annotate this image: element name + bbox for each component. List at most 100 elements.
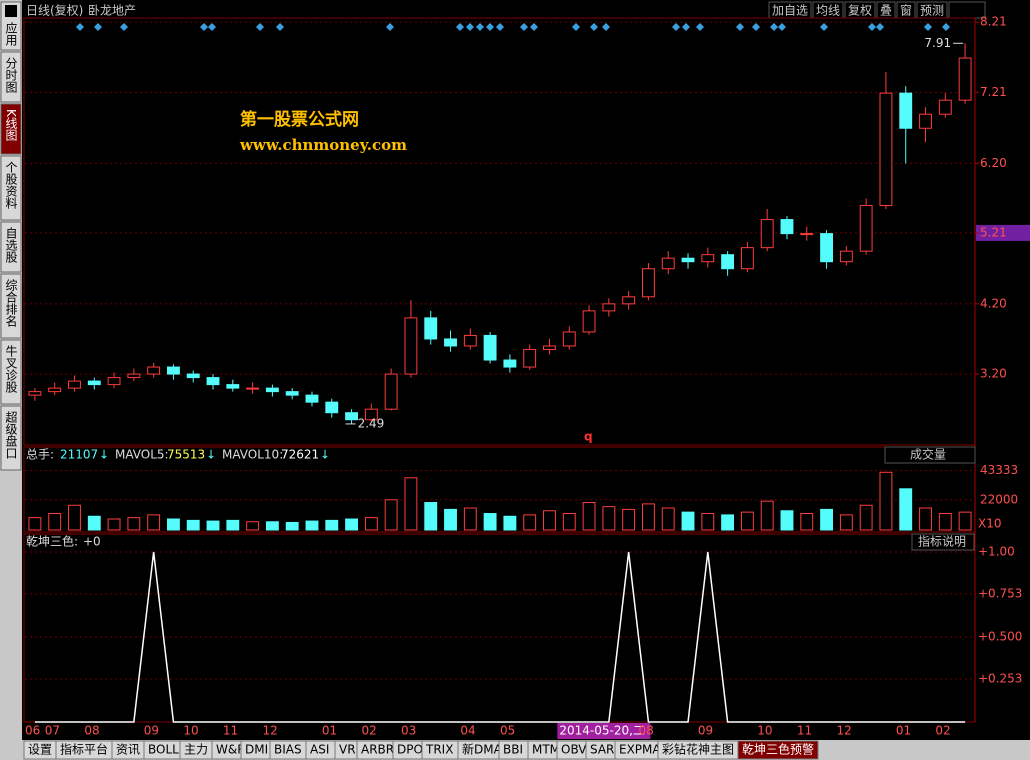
x-tick-label: 05 <box>500 724 515 738</box>
candle-body <box>68 380 81 389</box>
y-tick-label: +0.253 <box>978 671 1022 685</box>
x-tick-label: 09 <box>144 724 159 738</box>
indicator-value: +0 <box>83 535 101 549</box>
volume-bar <box>305 520 319 531</box>
annotation: q <box>584 430 593 444</box>
signal-diamond <box>868 23 876 31</box>
legend-arrow: ↓ <box>206 448 216 462</box>
candle-body <box>740 247 754 270</box>
candle-body <box>938 99 952 115</box>
tab-label: SAR <box>590 743 614 757</box>
candle-body <box>265 387 279 393</box>
candle-body <box>780 219 794 235</box>
tab-label: 彩钻花神主图 <box>662 742 734 757</box>
volume-bar <box>424 502 438 531</box>
sidebar-tab[interactable] <box>0 221 22 273</box>
toolbar-label: 叠 <box>880 4 892 18</box>
signal-diamond <box>696 23 704 31</box>
period-label: 日线(复权) <box>26 4 83 18</box>
volume-bar <box>661 507 675 531</box>
signal-diamond <box>276 23 284 31</box>
tab-label: TRIX <box>425 743 453 757</box>
volume-bar <box>780 510 794 531</box>
tab-label: EXPMA <box>619 743 661 757</box>
candle-body <box>48 387 62 393</box>
candle-body <box>859 205 873 252</box>
legend-value: 72621 <box>281 448 319 462</box>
legend-name: MAVOL10: <box>222 448 283 462</box>
selector[interactable] <box>884 446 976 464</box>
x-tick-label: 12 <box>263 724 278 738</box>
tab-label: DPO <box>397 743 423 757</box>
candle-body <box>622 296 636 305</box>
tab-label: BIAS <box>274 743 302 757</box>
volume-bar <box>740 511 754 531</box>
sidebar-label: 自选股 <box>4 227 18 264</box>
x-tick-label: 04 <box>460 724 475 738</box>
indicator-button[interactable] <box>911 533 975 551</box>
volume-bar <box>503 515 517 531</box>
volume-bar <box>938 513 952 531</box>
signal-diamond <box>256 23 264 31</box>
sidebar-tab[interactable] <box>0 273 22 339</box>
tab-label: MTM <box>532 743 560 757</box>
volume-bar <box>760 500 774 531</box>
toolbar-label: 窗 <box>900 4 912 18</box>
price-highlight <box>976 224 1030 241</box>
candle-body <box>958 57 972 101</box>
volume-bar <box>226 519 240 531</box>
volume-bar <box>800 513 814 531</box>
sidebar-tab[interactable] <box>0 339 22 405</box>
signal-diamond <box>672 23 680 31</box>
candle-body <box>206 377 220 386</box>
sidebar-tab[interactable] <box>0 155 22 221</box>
unit-label: X10 <box>978 517 1002 531</box>
volume-bar <box>859 504 873 531</box>
tab-label: OBV <box>561 743 587 757</box>
signal-diamond <box>876 23 884 31</box>
signal-diamond <box>530 23 538 31</box>
signal-diamond <box>736 23 744 31</box>
volume-bar <box>602 506 616 531</box>
x-tick-label: 02 <box>361 724 376 738</box>
volume-bar <box>206 520 220 531</box>
tab-label: W&R <box>216 743 246 757</box>
volume-bar <box>167 518 180 531</box>
candle-body <box>543 345 556 350</box>
candle-body <box>305 394 319 403</box>
y-tick-label: 8.21 <box>980 15 1007 29</box>
sidebar-tab[interactable] <box>0 405 22 471</box>
toolbar-label: 均线 <box>816 4 840 18</box>
y-tick-label: 5.21 <box>980 225 1007 239</box>
sidebar-tab[interactable] <box>0 103 22 155</box>
volume-bar <box>879 471 893 531</box>
tab-label: BOLL <box>148 743 179 757</box>
volume-bar <box>839 514 853 531</box>
candle-body <box>107 377 121 386</box>
candle-body <box>523 348 537 368</box>
tab-label: 指标平台 <box>60 742 108 757</box>
volume-bar <box>483 513 497 531</box>
candle-body <box>721 254 735 270</box>
candle-body <box>562 331 576 347</box>
candle-body <box>483 334 497 361</box>
volume-bar <box>68 504 81 531</box>
tab-label: 设置 <box>28 743 52 757</box>
selector-label: 成交量 <box>910 447 946 462</box>
signal-diamond <box>520 23 528 31</box>
tab[interactable] <box>737 740 819 760</box>
sidebar-tab[interactable] <box>0 51 22 103</box>
x-tick-label: 06 <box>25 724 40 738</box>
candle-body <box>463 334 477 347</box>
volume-bar <box>958 511 972 531</box>
candle-body <box>127 373 141 379</box>
signal-diamond <box>770 23 778 31</box>
volume-bar <box>543 510 556 531</box>
max-label: 7.91 <box>924 36 951 50</box>
signal-diamond <box>456 23 464 31</box>
candle-body <box>404 317 418 375</box>
signal-diamond <box>752 23 760 31</box>
legend-name: MAVOL5: <box>115 448 169 462</box>
